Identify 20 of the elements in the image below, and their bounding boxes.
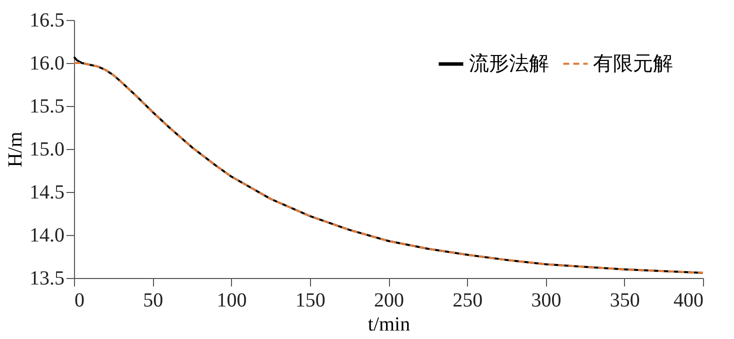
y-axis-title: H/m (4, 131, 26, 168)
y-tick-label: 14.0 (30, 224, 64, 246)
legend-label: 流形法解 (469, 53, 549, 75)
x-tick-label: 200 (374, 290, 404, 312)
x-tick-label: 350 (610, 290, 640, 312)
y-tick-label: 16.0 (30, 52, 64, 74)
x-tick-label: 150 (295, 290, 326, 312)
x-tick-label: 300 (531, 290, 562, 312)
y-tick-label: 15.5 (30, 96, 64, 118)
x-tick-label: 400 (674, 290, 704, 312)
x-axis-title: t/min (368, 314, 410, 336)
y-tick-label: 14.5 (30, 182, 64, 204)
legend-label: 有限元解 (593, 52, 673, 75)
y-tick-label: 16.5 (30, 10, 64, 32)
x-tick-label: 0 (74, 290, 84, 312)
x-tick-label: 100 (216, 290, 247, 312)
x-tick-label: 250 (452, 290, 483, 312)
x-tick-label: 50 (143, 290, 164, 312)
y-tick-label: 15.0 (30, 138, 64, 160)
y-tick-label: 13.5 (30, 268, 64, 290)
